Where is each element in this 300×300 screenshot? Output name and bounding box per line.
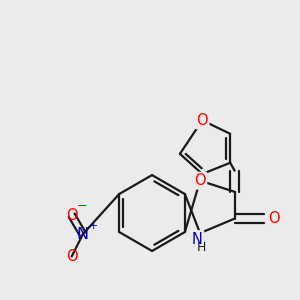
Text: N: N [192,232,203,247]
Text: O: O [66,249,77,264]
Text: O: O [66,208,77,223]
Text: O: O [194,173,206,188]
Text: O: O [268,211,280,226]
Text: N: N [77,227,89,242]
Text: O: O [196,113,208,128]
Text: H: H [197,241,206,254]
Text: +: + [88,221,98,231]
Text: −: − [76,200,87,213]
